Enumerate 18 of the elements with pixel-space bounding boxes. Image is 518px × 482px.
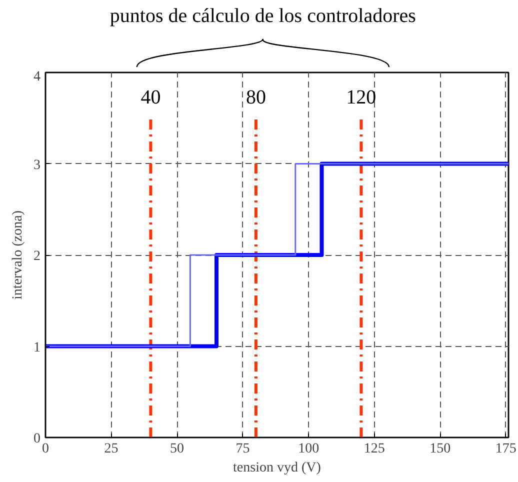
y-tick-label: 4 xyxy=(34,70,40,84)
y-tick-label: 2 xyxy=(34,249,40,264)
x-axis-title: tension vyd (V) xyxy=(233,460,322,476)
y-tick-label: 0 xyxy=(34,432,40,446)
x-tick-label: 125 xyxy=(364,442,385,456)
x-tick-label: 150 xyxy=(430,442,451,456)
ref-line-label: 120 xyxy=(346,86,376,109)
ref-line-label: 80 xyxy=(246,86,266,109)
y-axis-title: intervalo (zona) xyxy=(10,210,26,300)
y-tick-label: 1 xyxy=(34,340,40,356)
x-tick-label: 75 xyxy=(236,442,250,456)
ref-line-label: 40 xyxy=(140,86,161,109)
chart-title: puntos de cálculo de los controladores xyxy=(110,5,416,28)
x-tick-label: 175 xyxy=(495,442,516,456)
x-tick-label: 25 xyxy=(104,442,118,456)
y-tick-label: 3 xyxy=(34,158,40,173)
x-tick-label: 100 xyxy=(298,442,320,456)
x-tick-label: 50 xyxy=(170,442,184,456)
